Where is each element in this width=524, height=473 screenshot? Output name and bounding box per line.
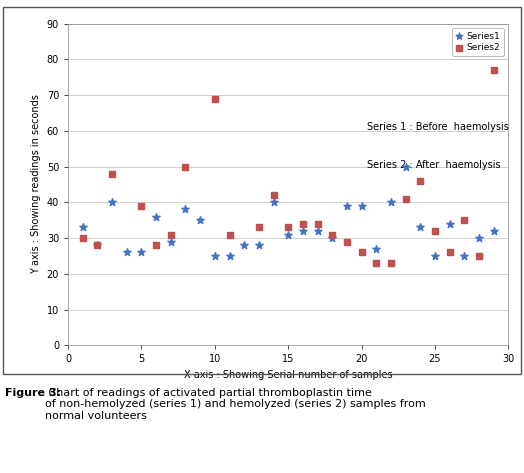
Series2 — [460, 217, 468, 224]
Text: Series 1 : Before  haemolysis: Series 1 : Before haemolysis — [367, 122, 509, 131]
Series1 — [255, 241, 263, 249]
Series2 — [152, 241, 160, 249]
Series1 — [475, 234, 483, 242]
Series2 — [475, 252, 483, 260]
Series1 — [445, 220, 454, 228]
Series1 — [372, 245, 380, 253]
Series2 — [357, 249, 366, 256]
Series2 — [167, 231, 175, 238]
Series1 — [299, 227, 307, 235]
Series1 — [211, 252, 219, 260]
Series1 — [343, 202, 351, 210]
Series1 — [93, 241, 102, 249]
Series2 — [93, 241, 102, 249]
Series2 — [284, 224, 292, 231]
Series1 — [108, 199, 116, 206]
Series2 — [225, 231, 234, 238]
Legend: Series1, Series2: Series1, Series2 — [452, 28, 504, 56]
Series2 — [313, 220, 322, 228]
Series2 — [401, 195, 410, 202]
Series1 — [401, 163, 410, 170]
Series1 — [181, 206, 190, 213]
Series1 — [167, 238, 175, 245]
Series1 — [79, 224, 87, 231]
Series2 — [255, 224, 263, 231]
Series1 — [284, 231, 292, 238]
Series1 — [416, 224, 424, 231]
Series2 — [79, 234, 87, 242]
Series1 — [196, 217, 204, 224]
Series1 — [357, 202, 366, 210]
Series2 — [372, 259, 380, 267]
Text: Chart of readings of activated partial thromboplastin time
of non-hemolyzed (ser: Chart of readings of activated partial t… — [45, 388, 425, 421]
Series1 — [489, 227, 498, 235]
Series1 — [152, 213, 160, 220]
Series2 — [299, 220, 307, 228]
Text: Figure 3:: Figure 3: — [5, 388, 61, 398]
Series1 — [387, 199, 395, 206]
Series2 — [211, 95, 219, 103]
Series1 — [123, 249, 131, 256]
Series2 — [445, 249, 454, 256]
Series2 — [108, 170, 116, 177]
X-axis label: X axis : Showing Serial number of samples: X axis : Showing Serial number of sample… — [184, 370, 392, 380]
Series1 — [431, 252, 439, 260]
Series2 — [181, 163, 190, 170]
Text: Series 2 : After  haemolysis: Series 2 : After haemolysis — [367, 160, 501, 170]
Series2 — [137, 202, 146, 210]
Series1 — [313, 227, 322, 235]
Series1 — [137, 249, 146, 256]
Series2 — [269, 192, 278, 199]
Series2 — [489, 66, 498, 74]
Series1 — [269, 199, 278, 206]
Series2 — [431, 227, 439, 235]
Series2 — [328, 231, 336, 238]
Series2 — [416, 177, 424, 184]
Series1 — [328, 234, 336, 242]
Y-axis label: Y axis : Showing readings in seconds: Y axis : Showing readings in seconds — [31, 95, 41, 274]
Series2 — [387, 259, 395, 267]
Series1 — [240, 241, 248, 249]
Series2 — [343, 238, 351, 245]
Series1 — [225, 252, 234, 260]
Series1 — [460, 252, 468, 260]
